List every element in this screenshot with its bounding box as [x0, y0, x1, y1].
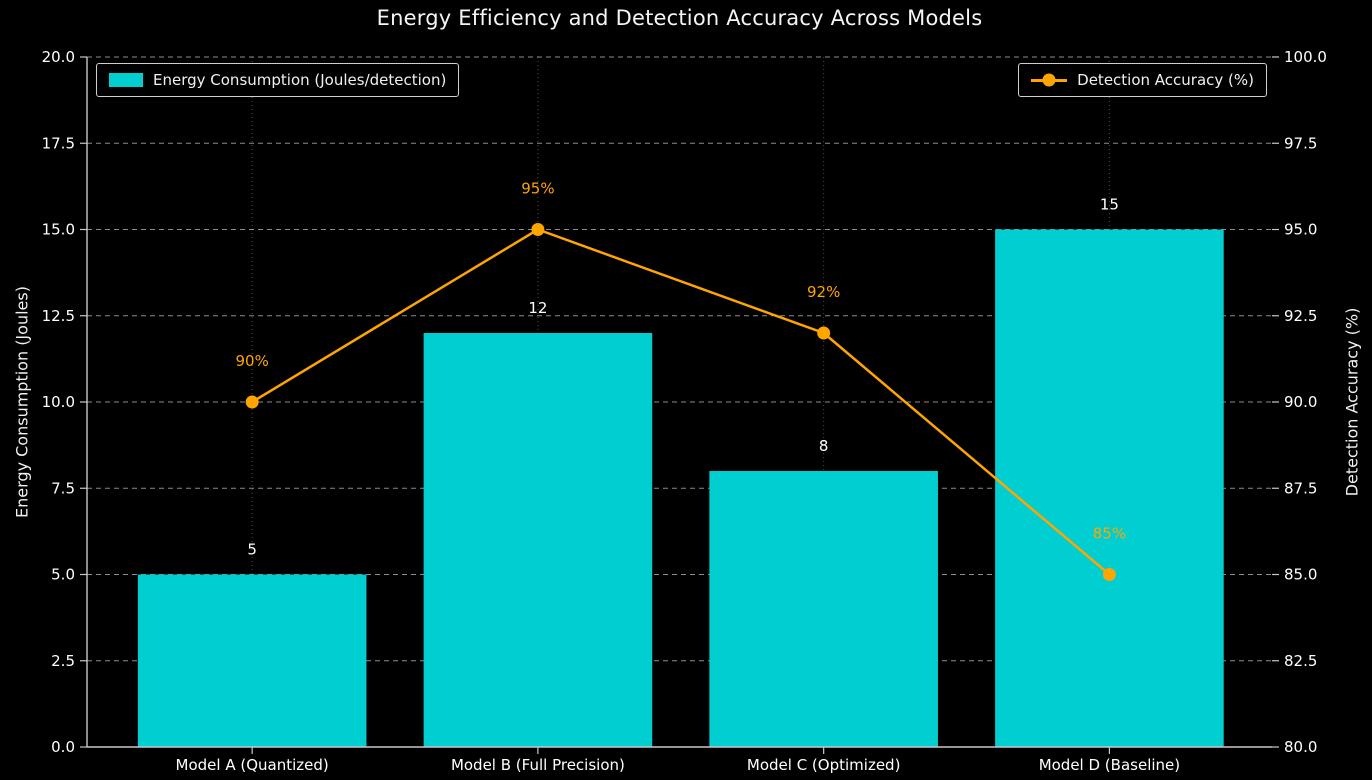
bar-value-label: 5	[247, 541, 257, 559]
accuracy-marker	[1102, 568, 1116, 581]
y-tick-label-right: 92.5	[1284, 307, 1317, 325]
accuracy-line	[251, 228, 1111, 576]
x-tick-label: Model A (Quantized)	[176, 756, 329, 774]
y-tick-label-left: 17.5	[42, 134, 75, 152]
y-tick-label-left: 5.0	[51, 566, 75, 584]
energy-bar	[709, 471, 938, 747]
legend-energy: Energy Consumption (Joules/detection)	[96, 63, 460, 97]
y-tick-label-right: 95.0	[1284, 221, 1317, 239]
x-tick-label: Model D (Baseline)	[1039, 756, 1180, 774]
y-tick-label-right: 82.5	[1284, 652, 1317, 670]
accuracy-value-label: 90%	[235, 352, 268, 370]
y-tick-label-right: 100.0	[1284, 48, 1327, 66]
accuracy-value-label: 92%	[807, 283, 840, 301]
y-tick-label-left: 12.5	[42, 307, 75, 325]
energy-bar	[137, 574, 367, 747]
energy-legend-swatch-icon	[109, 73, 143, 87]
y-tick-label-left: 0.0	[51, 738, 75, 756]
y-tick-label-left: 20.0	[42, 48, 75, 66]
accuracy-marker	[245, 395, 259, 409]
accuracy-marker	[531, 223, 545, 236]
y-tick-label-right: 87.5	[1284, 479, 1317, 497]
y-tick-label-right: 80.0	[1284, 738, 1317, 756]
y-tick-label-right: 97.5	[1284, 134, 1317, 152]
x-tick-label: Model C (Optimized)	[747, 756, 901, 774]
y-tick-label-left: 10.0	[42, 393, 75, 411]
energy-bar	[423, 333, 653, 747]
left-axis-label: Energy Consumption (Joules)	[12, 286, 32, 518]
legend-accuracy: Detection Accuracy (%)	[1018, 63, 1267, 97]
y-tick-label-left: 2.5	[51, 652, 75, 670]
energy-legend-label: Energy Consumption (Joules/detection)	[153, 71, 447, 89]
x-tick-label: Model B (Full Precision)	[451, 756, 625, 774]
accuracy-marker	[817, 326, 831, 340]
chart-title: Energy Efficiency and Detection Accuracy…	[376, 6, 983, 30]
y-tick-label-left: 7.5	[51, 479, 75, 497]
bar-value-label: 15	[1100, 196, 1119, 214]
bar-value-label: 8	[819, 437, 829, 455]
bar-value-label: 12	[528, 299, 547, 317]
y-tick-label-left: 15.0	[42, 221, 75, 239]
accuracy-value-label: 95%	[521, 180, 554, 198]
right-axis-label: Detection Accuracy (%)	[1342, 307, 1362, 497]
accuracy-legend-label: Detection Accuracy (%)	[1077, 71, 1254, 89]
accuracy-value-label: 85%	[1093, 525, 1126, 543]
y-tick-label-right: 90.0	[1284, 393, 1317, 411]
y-tick-label-right: 85.0	[1284, 566, 1317, 584]
energy-bar	[995, 229, 1224, 747]
accuracy-legend-marker-icon	[1031, 73, 1068, 87]
